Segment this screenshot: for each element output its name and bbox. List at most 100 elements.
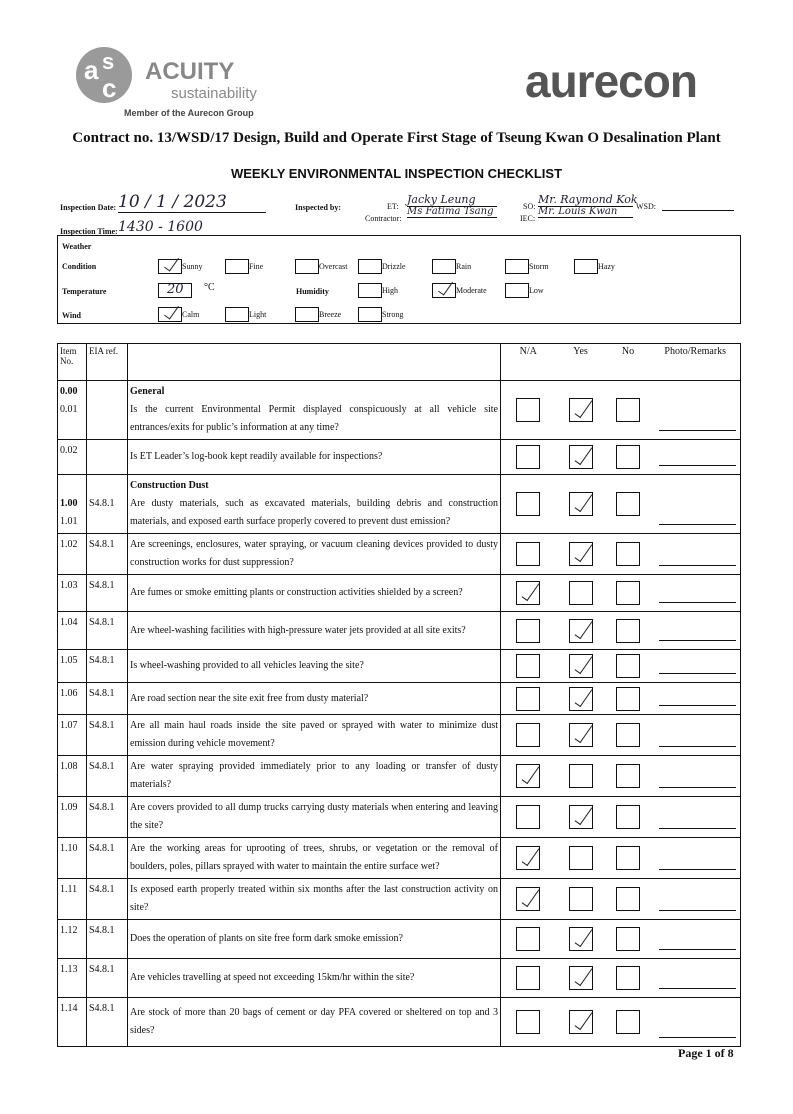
- page-number: Page 1 of 8: [678, 1046, 734, 1060]
- header-remarks: Photo/Remarks: [650, 343, 741, 381]
- check-cell: [555, 837, 606, 879]
- remarks-cell: [650, 574, 741, 612]
- remarks-line: [658, 565, 736, 566]
- eia-cell: S4.8.1: [86, 837, 128, 879]
- checkbox: [616, 846, 640, 870]
- eia-cell: S4.8.1: [86, 533, 128, 575]
- check-cell: [605, 439, 651, 475]
- check-cell: [605, 533, 651, 575]
- checkbox: [516, 581, 541, 605]
- item: 1.05: [60, 655, 78, 666]
- option: Strong: [382, 310, 404, 319]
- option: Hazy: [598, 262, 615, 271]
- remarks-line: [658, 705, 736, 706]
- header-question: [127, 343, 501, 381]
- header-no: No: [605, 343, 651, 381]
- section: General: [130, 386, 165, 397]
- checklist-table: Item No. EIA ref. N/A Yes No Photo/Remar…: [57, 343, 741, 1047]
- eia-cell: S4.8.1: [86, 958, 128, 998]
- check-cell: [500, 533, 556, 575]
- eia: S4.8.1: [89, 802, 115, 813]
- item-cell: 1.03: [57, 574, 87, 612]
- checkbox: [616, 1010, 640, 1034]
- checkbox: [432, 259, 456, 274]
- checkbox: [568, 805, 593, 829]
- check-cell: [605, 878, 651, 920]
- checkbox: [568, 581, 593, 605]
- checklist-rows: 0.00 0.01 General Is the current Environmen…: [57, 380, 741, 1047]
- eia-cell: S4.8.1: [86, 714, 128, 756]
- question: Are wheel-washing facilities with high-p…: [130, 624, 466, 636]
- section: Construction Dust: [130, 480, 209, 491]
- item-cell: 1.04: [57, 611, 87, 650]
- checkbox: [568, 398, 593, 422]
- check-cell: [500, 997, 556, 1047]
- row: 1.14 S4.8.1 Are stock of more than 20 bags…: [57, 997, 741, 1047]
- remarks-cell: [650, 837, 741, 879]
- remarks-line: [658, 746, 736, 747]
- checkbox: [616, 654, 640, 678]
- aurecon-logo: aurecon: [525, 55, 698, 107]
- remarks-line: [658, 524, 736, 525]
- remarks-line: [658, 949, 736, 950]
- row: 1.04 S4.8.1 Are wheel-washing facilities w…: [57, 611, 741, 650]
- remarks-line: [658, 1037, 736, 1038]
- checkbox: [568, 723, 593, 747]
- remarks-cell: [650, 439, 741, 475]
- item-cell: 1.13: [57, 958, 87, 998]
- wsd-label: WSD:: [636, 202, 656, 211]
- checkbox: [516, 723, 541, 747]
- question-cell: Are covers provided to all dump trucks c…: [127, 796, 501, 838]
- remarks-cell: [650, 878, 741, 920]
- item-cell: 1.02: [57, 533, 87, 575]
- remarks-cell: [650, 682, 741, 715]
- checkbox: [568, 445, 593, 469]
- option: Fine: [249, 262, 264, 271]
- question: Are the working areas for uprooting of t…: [130, 843, 498, 872]
- row: 0.02 Is ET Leader’s log-book kept readily…: [57, 439, 741, 475]
- svg-text:c: c: [102, 73, 116, 103]
- checkbox: [516, 445, 541, 469]
- item: 1.13: [60, 964, 78, 975]
- option: Drizzle: [382, 262, 406, 271]
- row: 1.00 1.01 S4.8.1 Construction Dust Are dusty…: [57, 474, 741, 534]
- check-cell: [555, 682, 606, 715]
- check-cell: [605, 714, 651, 756]
- eia-cell: [86, 380, 128, 440]
- checkbox: [516, 764, 541, 788]
- question-cell: Are wheel-washing facilities with high-p…: [127, 611, 501, 650]
- acuity-group: Member of the Aurecon Group: [124, 108, 254, 118]
- contractor: Ms Fatima Tsang: [407, 206, 497, 218]
- checkbox: [616, 764, 640, 788]
- eia: S4.8.1: [89, 761, 115, 772]
- remarks-cell: [650, 796, 741, 838]
- item-cell: 0.02: [57, 439, 87, 475]
- checkbox: [616, 966, 640, 990]
- time: 1430 - 1600: [118, 219, 236, 236]
- checkbox: [616, 927, 640, 951]
- eia-cell: S4.8.1: [86, 919, 128, 959]
- eia: S4.8.1: [89, 655, 115, 666]
- remarks-line: [658, 869, 736, 870]
- check-cell: [555, 755, 606, 797]
- item-cell: 1.14: [57, 997, 87, 1047]
- remarks-line: [658, 910, 736, 911]
- humidity-label: Humidity: [296, 287, 329, 296]
- checkbox: [516, 686, 541, 711]
- check-cell: [500, 837, 556, 879]
- checkbox: [616, 542, 640, 566]
- check-cell: [500, 380, 556, 440]
- checkbox: [616, 686, 640, 711]
- item: 1.11: [60, 884, 78, 895]
- eia: S4.8.1: [89, 688, 115, 699]
- eia: S4.8.1: [89, 884, 115, 895]
- question-cell: Are stock of more than 20 bags of cement…: [127, 997, 501, 1047]
- item: 1.08: [60, 761, 78, 772]
- question-cell: Are screenings, enclosures, water sprayi…: [127, 533, 501, 575]
- eia: S4.8.1: [89, 925, 115, 936]
- row: 1.09 S4.8.1 Are covers provided to all dum…: [57, 796, 741, 838]
- option: Storm: [529, 262, 549, 271]
- checkbox: [616, 805, 640, 829]
- check-cell: [500, 796, 556, 838]
